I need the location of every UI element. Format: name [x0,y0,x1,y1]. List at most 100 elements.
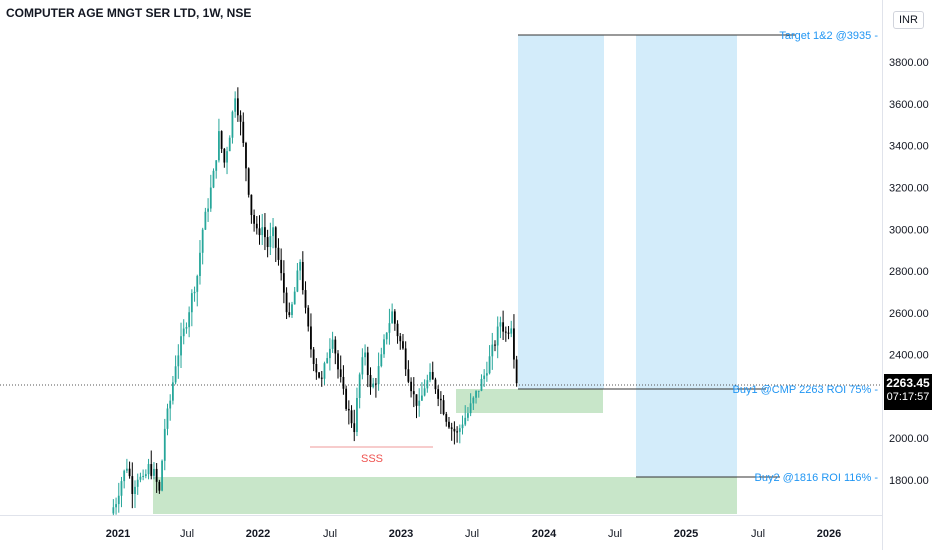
candle-body [123,470,126,482]
candle-body [285,292,288,313]
candle-body [347,408,350,411]
candle-body [207,208,209,212]
candle-body [172,382,174,401]
candle-body [426,380,429,389]
candle-body [166,408,169,429]
candle-body [190,293,193,313]
candle-body [412,391,415,395]
candle-body [364,352,366,358]
candle-body [153,468,155,476]
candle-body [293,291,296,305]
y-tick-label: 1800.00 [889,475,929,487]
candle-body [499,322,502,327]
candle-body [228,137,231,152]
candle-body [450,427,453,429]
candle-body [393,311,396,324]
candle-body [442,400,445,415]
candle-body [337,353,339,370]
candle-body [163,428,166,461]
candle-body [488,356,491,374]
candle-body [507,332,510,334]
candle-body [369,375,372,388]
plot-background [0,0,882,515]
x-tick-label: Jul [323,528,337,540]
candle-body [402,341,404,349]
candle-body [350,410,353,424]
candle-body [115,504,117,508]
candle-body [477,390,480,392]
candle-body [264,227,266,238]
candle-body [472,397,475,404]
candle-body [467,413,469,418]
candle-body [161,460,163,491]
candle-series [112,87,518,516]
candle-body [334,339,337,354]
candle-body [182,328,185,337]
candle-body [377,366,380,385]
price-axis[interactable]: 1800.002000.002200.002400.002600.002800.… [889,57,929,487]
x-tick-label: 2025 [674,528,698,540]
candle-body [318,372,320,378]
candle-body [220,131,223,149]
candle-body [204,211,207,230]
candle-body [201,229,204,253]
candle-body [415,394,418,406]
candle-body [434,379,437,390]
candle-body [404,348,407,370]
candle-body [139,476,142,480]
time-axis[interactable]: 2021 Jul 2022 Jul 2023 Jul 2024 Jul 2025 Jul 2026 [106,528,841,540]
candle-body [372,383,375,388]
candle-body [396,323,399,337]
candle-body [234,98,237,112]
candle-body [304,290,307,308]
candle-body [323,363,326,379]
candle-body [502,322,505,332]
y-tick-label: 3600.00 [889,99,929,111]
currency-button[interactable]: INR [893,11,924,29]
candle-body [245,142,247,169]
candle-body [453,428,456,432]
candle-body [253,215,255,224]
candle-body [291,304,293,316]
candle-body [226,151,228,163]
candle-body [380,354,383,367]
y-tick-label: 3800.00 [889,57,929,69]
candle-body [117,495,120,505]
candle-body [307,307,310,327]
candle-body [120,481,123,496]
candle-body [261,227,264,236]
candle-body [461,424,464,429]
candle-body [174,366,177,383]
candle-body [345,388,348,409]
y-tick-label: 2600.00 [889,308,929,320]
candle-body [437,389,440,399]
candle-body [339,369,342,377]
last-price-value: 2263.45 [886,376,930,390]
candle-body [448,421,450,428]
candle-body [158,481,161,491]
candle-body [155,468,158,482]
candle-body [134,486,136,494]
candle-body [196,275,199,292]
candle-body [445,414,448,422]
candle-body [288,312,291,316]
candle-body [312,349,315,365]
x-tick-label: Jul [751,528,765,540]
candle-body [383,339,385,355]
y-tick-label: 3000.00 [889,224,929,236]
candle-body [358,374,361,399]
candle-body [147,464,150,475]
chart-title: COMPUTER AGE MNGT SER LTD, 1W, NSE [6,6,252,20]
x-tick-label: Jul [608,528,622,540]
candle-body [375,383,377,385]
candle-body [429,371,431,381]
candle-body [328,348,331,359]
buy2-label: Buy2 @1816 ROI 116% - [755,472,879,484]
candle-body [236,98,239,116]
candle-body [274,227,277,248]
candle-body [209,187,212,209]
candle-body [136,479,139,487]
candle-body [407,369,410,382]
candle-body [277,247,280,260]
